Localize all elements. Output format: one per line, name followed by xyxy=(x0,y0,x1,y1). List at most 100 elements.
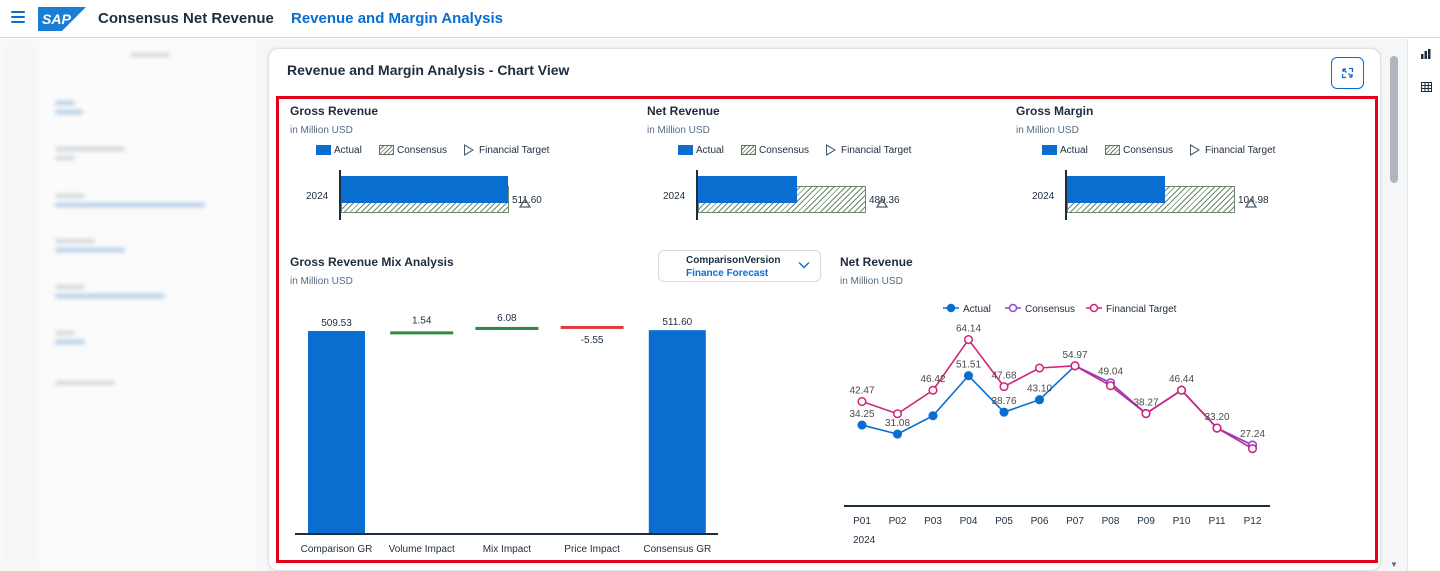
data-point[interactable] xyxy=(999,382,1009,392)
bullet-year: 2024 xyxy=(306,191,329,202)
data-label: 49.04 xyxy=(1098,367,1123,378)
linechart-title: Net Revenue xyxy=(840,255,913,269)
financial-target-marker xyxy=(1245,198,1257,208)
x-tick-label: P05 xyxy=(995,516,1013,527)
waterfall-category-label: Comparison GR xyxy=(301,544,373,555)
data-point[interactable] xyxy=(1105,381,1116,391)
legend-label[interactable]: Actual xyxy=(963,304,991,315)
waterfall-bar[interactable] xyxy=(648,330,706,534)
legend-consensus-swatch xyxy=(1105,145,1120,155)
net-revenue-line-chart: Actual Consensus Financial Target 34.25 31.0… xyxy=(844,303,1270,546)
data-point[interactable] xyxy=(999,407,1009,417)
view-switcher-bar xyxy=(1407,39,1440,571)
legend-label[interactable]: Financial Target xyxy=(1106,304,1177,315)
comparison-version-select[interactable]: ComparisonVersion Finance Forecast xyxy=(658,250,821,282)
x-tick-label: P09 xyxy=(1137,516,1155,527)
data-point[interactable] xyxy=(1034,363,1045,373)
bullet-axis xyxy=(1065,170,1067,220)
legend-actual-label[interactable]: Actual xyxy=(334,145,362,156)
data-point[interactable] xyxy=(1070,361,1080,371)
waterfall-bar[interactable] xyxy=(390,331,454,335)
bullet-unit: in Million USD xyxy=(1016,125,1079,136)
waterfall-value-label: 511.60 xyxy=(662,317,692,328)
bullet-unit: in Million USD xyxy=(290,125,353,136)
data-label: 38.76 xyxy=(991,396,1016,407)
page-title: Revenue and Margin Analysis xyxy=(291,10,504,27)
scroll-down-icon[interactable]: ▼ xyxy=(1390,560,1398,569)
bullet-actual-bar xyxy=(1067,176,1166,203)
filter-pane xyxy=(0,39,258,571)
waterfall-bar[interactable] xyxy=(475,326,539,330)
bullet-axis xyxy=(339,170,341,220)
app-title[interactable]: Consensus Net Revenue xyxy=(98,10,274,27)
legend-target-label[interactable]: Financial Target xyxy=(841,145,912,156)
data-point[interactable] xyxy=(1034,395,1045,405)
x-tick-label: P03 xyxy=(924,516,942,527)
chart-view-icon[interactable] xyxy=(1421,49,1431,59)
bullet-title: Gross Revenue xyxy=(290,104,379,118)
data-point[interactable] xyxy=(892,409,903,419)
data-label: 54.97 xyxy=(1062,350,1087,361)
legend-actual-swatch xyxy=(316,145,331,155)
x-tick-label: P12 xyxy=(1244,516,1262,527)
legend-consensus-label[interactable]: Consensus xyxy=(397,145,448,156)
data-label: 43.10 xyxy=(1027,384,1052,395)
legend-marker xyxy=(946,303,956,313)
data-label: 34.25 xyxy=(849,409,874,420)
data-point[interactable] xyxy=(892,429,903,439)
waterfall-value-label: -5.55 xyxy=(581,335,604,346)
legend-actual-label[interactable]: Actual xyxy=(696,145,724,156)
data-label: 46.42 xyxy=(920,374,945,385)
legend-target-label[interactable]: Financial Target xyxy=(479,145,550,156)
bullet-title: Gross Margin xyxy=(1016,104,1094,118)
waterfall-category-label: Volume Impact xyxy=(389,544,455,555)
data-label: 47.68 xyxy=(991,371,1016,382)
x-tick-label: P10 xyxy=(1173,516,1191,527)
data-point[interactable] xyxy=(928,411,938,421)
data-point[interactable] xyxy=(1141,408,1151,419)
comparison-version-value: Finance Forecast xyxy=(686,268,769,279)
legend-consensus-label[interactable]: Consensus xyxy=(1123,145,1174,156)
bullet-actual-bar xyxy=(698,176,797,203)
highlight-box xyxy=(276,96,1378,563)
waterfall-bar[interactable] xyxy=(308,330,365,534)
legend-target-icon xyxy=(1190,144,1200,156)
legend-target-label[interactable]: Financial Target xyxy=(1205,145,1276,156)
data-label: 46.44 xyxy=(1169,374,1194,385)
card-title: Revenue and Margin Analysis - Chart View xyxy=(287,62,570,78)
legend-actual-swatch xyxy=(678,145,693,155)
waterfall-value-label: 6.08 xyxy=(497,313,517,324)
bullet-value: 511.60 xyxy=(512,195,542,206)
bullet-year: 2024 xyxy=(663,191,686,202)
waterfall-bar[interactable] xyxy=(560,325,624,329)
data-label: 33.20 xyxy=(1204,412,1229,423)
legend-label[interactable]: Consensus xyxy=(1025,304,1075,315)
expand-button[interactable] xyxy=(1331,57,1364,89)
waterfall-category-label: Mix Impact xyxy=(483,544,532,555)
chart-card xyxy=(268,48,1381,571)
x-tick-label: P07 xyxy=(1066,516,1084,527)
hamburger-menu-icon[interactable] xyxy=(11,11,25,23)
data-point[interactable] xyxy=(928,385,938,395)
data-point[interactable] xyxy=(857,420,867,430)
financial-target-marker xyxy=(519,198,531,208)
data-label: 64.14 xyxy=(956,324,981,335)
x-axis-year-label: 2024 xyxy=(853,535,876,546)
data-point[interactable] xyxy=(1176,385,1187,395)
data-point[interactable] xyxy=(963,335,974,345)
data-point[interactable] xyxy=(1212,423,1222,433)
waterfall-category-label: Consensus GR xyxy=(643,544,711,555)
legend-target-icon xyxy=(826,144,836,156)
legend-consensus-swatch xyxy=(379,145,394,155)
waterfall-title: Gross Revenue Mix Analysis xyxy=(290,255,454,269)
bullet-year: 2024 xyxy=(1032,191,1055,202)
legend-actual-label[interactable]: Actual xyxy=(1060,145,1088,156)
data-point[interactable] xyxy=(1247,444,1258,454)
table-view-icon[interactable] xyxy=(1421,82,1432,92)
data-point[interactable] xyxy=(857,396,867,407)
data-label: 51.51 xyxy=(956,360,981,371)
data-point[interactable] xyxy=(963,371,974,381)
bullet-axis xyxy=(696,170,698,220)
scrollbar-thumb[interactable] xyxy=(1390,56,1398,183)
legend-consensus-label[interactable]: Consensus xyxy=(759,145,810,156)
